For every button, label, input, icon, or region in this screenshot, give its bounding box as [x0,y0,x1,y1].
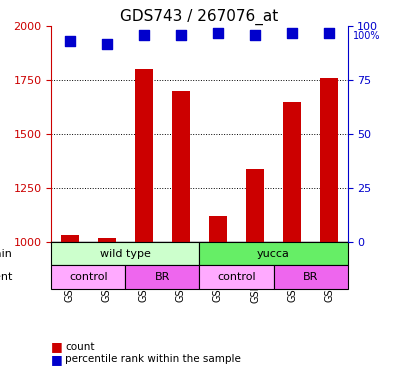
Bar [135,69,153,242]
Point [67,38,73,44]
Bar [51,266,126,289]
Bar [320,78,339,242]
Bar [246,169,264,242]
Point [178,32,184,38]
Text: percentile rank within the sample: percentile rank within the sample [65,354,241,364]
Text: agent: agent [0,272,13,282]
Bar [274,266,348,289]
Text: ■: ■ [51,340,63,353]
Point [215,30,221,36]
Text: BR: BR [303,272,318,282]
Text: control: control [217,272,256,282]
Bar [51,242,199,266]
Point [141,32,147,38]
Bar [199,266,274,289]
Text: count: count [65,342,95,352]
Bar [209,216,227,242]
Bar [199,242,348,266]
Text: yucca: yucca [257,249,290,259]
Point [252,32,258,38]
Bar [172,91,190,242]
Bar [283,102,301,242]
Text: strain: strain [0,249,13,259]
Bar [98,238,116,242]
Bar [126,266,199,289]
Bar [60,236,79,242]
Point [326,30,332,36]
Text: 100%: 100% [353,31,380,40]
Text: ■: ■ [51,353,63,366]
Text: BR: BR [155,272,170,282]
Title: GDS743 / 267076_at: GDS743 / 267076_at [120,9,278,25]
Text: wild type: wild type [100,249,151,259]
Point [104,40,110,46]
Point [289,30,295,36]
Text: control: control [69,272,108,282]
